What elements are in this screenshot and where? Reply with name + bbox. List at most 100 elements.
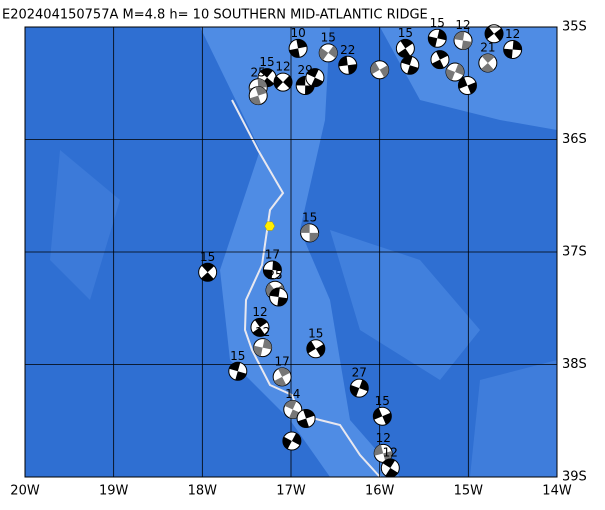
depth-label: 15 xyxy=(230,349,245,363)
frame xyxy=(24,26,558,478)
beachball-quadrant xyxy=(446,63,464,81)
beachball-quadrant xyxy=(296,76,315,95)
focal-mechanism xyxy=(370,60,390,80)
beachball-quadrant xyxy=(300,223,319,242)
beachball-quadrant xyxy=(485,26,503,41)
x-tick-label: 16W xyxy=(365,484,395,499)
beachball-quadrant xyxy=(229,362,247,381)
depth-label: 15 xyxy=(259,55,274,69)
beachball-quadrant xyxy=(269,288,288,306)
focal-mechanism xyxy=(228,361,248,381)
depth-label: 21 xyxy=(480,41,495,55)
focal-mechanism xyxy=(457,76,477,95)
depth-label: 15 xyxy=(375,394,390,408)
x-tick-label: 14W xyxy=(542,484,572,499)
beachball-quadrant xyxy=(306,68,324,87)
beachball-quadrant xyxy=(274,367,291,386)
depth-label: 15 xyxy=(398,26,413,40)
focal-mechanism xyxy=(198,262,218,282)
beachball-quadrant xyxy=(350,379,369,397)
x-tick-label: 19W xyxy=(99,484,129,499)
focal-mechanism xyxy=(318,43,338,63)
depth-label: 17 xyxy=(265,248,280,262)
beachball-quadrant xyxy=(201,263,215,282)
focal-mechanism xyxy=(338,55,358,75)
depth-label: 10 xyxy=(290,26,305,40)
x-tick-label: 20W xyxy=(10,484,40,499)
depth-label: 15 xyxy=(200,250,215,264)
beachball-quadrant xyxy=(319,45,338,61)
beachball-quadrant xyxy=(370,61,389,78)
focal-mechanism xyxy=(273,72,293,92)
depth-label: 25 xyxy=(251,65,266,79)
focal-mechanism xyxy=(282,431,302,451)
beachball-quadrant xyxy=(289,39,307,58)
depth-label: 15 xyxy=(302,210,317,224)
focal-mechanism xyxy=(288,38,308,58)
beachball-quadrant xyxy=(431,50,449,69)
focal-mechanism xyxy=(283,400,303,419)
focal-mechanism xyxy=(269,287,289,307)
main-event xyxy=(264,221,276,231)
beachball-quadrant xyxy=(397,39,413,58)
depth-label: 15 xyxy=(321,30,336,44)
focal-mechanism xyxy=(430,50,450,70)
beachball-quadrant xyxy=(458,77,477,94)
depth-label: 14 xyxy=(285,387,300,401)
x-tick-label: 15W xyxy=(454,484,484,499)
depth-label: 12 xyxy=(255,325,270,339)
focal-mechanism xyxy=(453,31,473,50)
focal-mechanism xyxy=(305,68,325,88)
map-title: E202404150757A M=4.8 h= 10 SOUTHERN MID-… xyxy=(2,8,428,23)
beachball-quadrant xyxy=(297,409,315,428)
focal-mechanism xyxy=(349,378,369,398)
beachball-quadrant xyxy=(454,31,472,50)
depth-label: 25 xyxy=(267,268,282,282)
focal-mechanism xyxy=(306,339,326,359)
x-tick-label: 17W xyxy=(276,484,306,499)
depth-label: 12 xyxy=(505,27,520,41)
focal-mechanism xyxy=(272,367,292,387)
beachball-quadrant xyxy=(481,54,495,72)
focal-mechanism xyxy=(262,260,282,280)
beachball-quadrant xyxy=(274,75,293,89)
beachball-quadrant xyxy=(306,341,325,357)
focal-mechanism xyxy=(478,53,498,73)
beachball-quadrant xyxy=(428,29,447,48)
depth-label: 15 xyxy=(308,326,323,340)
beachball-quadrant xyxy=(374,444,393,463)
focal-mechanism xyxy=(253,338,273,358)
beachball-quadrant xyxy=(373,407,392,425)
depth-label: 12 xyxy=(383,446,398,460)
depth-label: 12 xyxy=(275,60,290,74)
focal-mechanism xyxy=(484,24,504,44)
focal-mechanism xyxy=(248,86,268,106)
x-tick-label: 18W xyxy=(188,484,218,499)
focal-mechanism xyxy=(503,40,523,59)
focal-mechanism xyxy=(400,55,420,75)
depth-label: 12 xyxy=(376,431,391,445)
depth-label: 12 xyxy=(252,305,267,319)
ridge-axis xyxy=(231,99,381,478)
beachball-quadrant xyxy=(382,459,398,477)
focal-mechanism xyxy=(445,62,465,82)
y-tick-label: 36S xyxy=(562,132,587,147)
beachball-quadrant xyxy=(503,40,522,59)
depth-label: 15 xyxy=(430,16,445,30)
focal-mechanism xyxy=(427,28,447,48)
focal-mechanism xyxy=(296,409,316,428)
y-tick-label: 37S xyxy=(562,245,587,260)
depth-label: 17 xyxy=(274,354,289,368)
beachball-quadrant xyxy=(401,56,419,75)
y-tick-label: 39S xyxy=(562,470,587,485)
focal-mechanism xyxy=(373,443,393,463)
focal-mechanism xyxy=(250,317,270,337)
depth-label: 22 xyxy=(340,43,355,57)
y-tick-label: 38S xyxy=(562,357,587,372)
focal-mechanism xyxy=(300,223,320,243)
depth-label: 12 xyxy=(455,18,470,32)
y-tick-label: 35S xyxy=(562,20,587,35)
depth-label: 27 xyxy=(352,366,367,380)
focal-mechanism xyxy=(372,406,392,426)
